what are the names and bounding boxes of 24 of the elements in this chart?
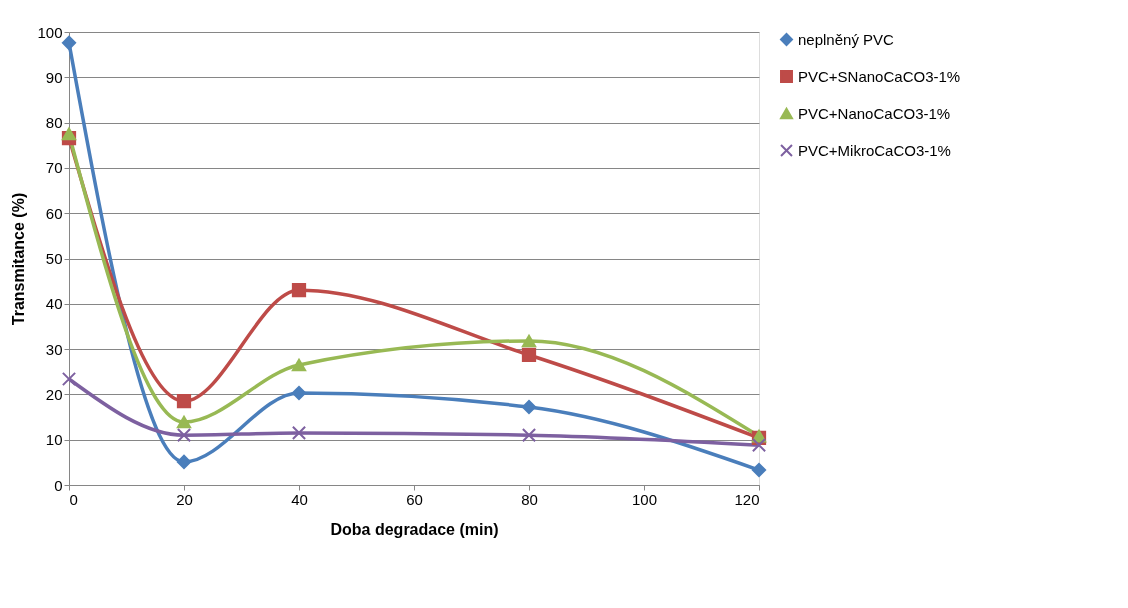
y-tick-label: 50 bbox=[45, 250, 63, 267]
y-tick-label: 60 bbox=[45, 204, 63, 222]
x-tick-label: 60 bbox=[406, 490, 423, 508]
y-tick-label: 100 bbox=[37, 23, 63, 41]
y-axis-title: Transmitance (%) bbox=[10, 192, 28, 326]
y-tick-label: 80 bbox=[45, 114, 63, 132]
y-tick-label: 40 bbox=[45, 295, 63, 313]
legend-label: PVC+SNanoCaCO3-1% bbox=[798, 67, 961, 85]
x-axis-title: Doba degradace (min) bbox=[330, 520, 499, 538]
y-tick-label: 90 bbox=[45, 68, 63, 86]
x-tick-label: 0 bbox=[69, 490, 78, 508]
y-tick-label: 10 bbox=[45, 431, 63, 449]
y-tick-label: 30 bbox=[45, 340, 63, 358]
legend-label: PVC+MikroCaCO3-1% bbox=[798, 141, 951, 159]
y-tick-label: 70 bbox=[45, 159, 63, 177]
legend-label: PVC+NanoCaCO3-1% bbox=[798, 104, 951, 122]
x-tick-label: 40 bbox=[291, 490, 308, 508]
y-tick-label: 0 bbox=[54, 476, 63, 494]
y-tick-label: 20 bbox=[45, 385, 63, 403]
x-tick-label: 120 bbox=[734, 490, 760, 508]
legend-label: neplněný PVC bbox=[798, 30, 895, 48]
x-tick-label: 80 bbox=[521, 490, 538, 508]
x-tick-label: 100 bbox=[631, 490, 658, 508]
x-tick-label: 20 bbox=[176, 490, 193, 508]
